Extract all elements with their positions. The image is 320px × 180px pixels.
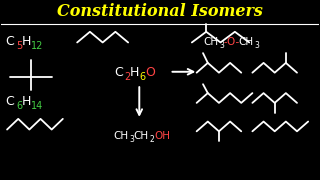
Text: CH: CH <box>134 131 149 141</box>
Text: OH: OH <box>154 131 170 141</box>
Text: H: H <box>130 66 139 79</box>
Text: 3: 3 <box>254 41 259 50</box>
Text: 2: 2 <box>150 135 155 144</box>
Text: CH: CH <box>114 131 129 141</box>
Text: CH: CH <box>203 37 218 47</box>
Text: 5: 5 <box>16 41 22 51</box>
Text: Constitutional Isomers: Constitutional Isomers <box>57 3 263 20</box>
Text: -O-: -O- <box>223 37 239 47</box>
Text: C: C <box>114 66 123 79</box>
Text: 2: 2 <box>124 72 131 82</box>
Text: 6: 6 <box>140 72 146 82</box>
Text: 12: 12 <box>31 41 44 51</box>
Text: CH: CH <box>238 37 253 47</box>
Text: C: C <box>5 95 14 108</box>
Text: 3: 3 <box>130 135 135 144</box>
Text: H: H <box>21 95 31 108</box>
Text: O: O <box>146 66 156 79</box>
Text: 14: 14 <box>31 101 44 111</box>
Text: 3: 3 <box>219 41 224 50</box>
Text: C: C <box>5 35 14 48</box>
Text: H: H <box>21 35 31 48</box>
Text: 6: 6 <box>16 101 22 111</box>
